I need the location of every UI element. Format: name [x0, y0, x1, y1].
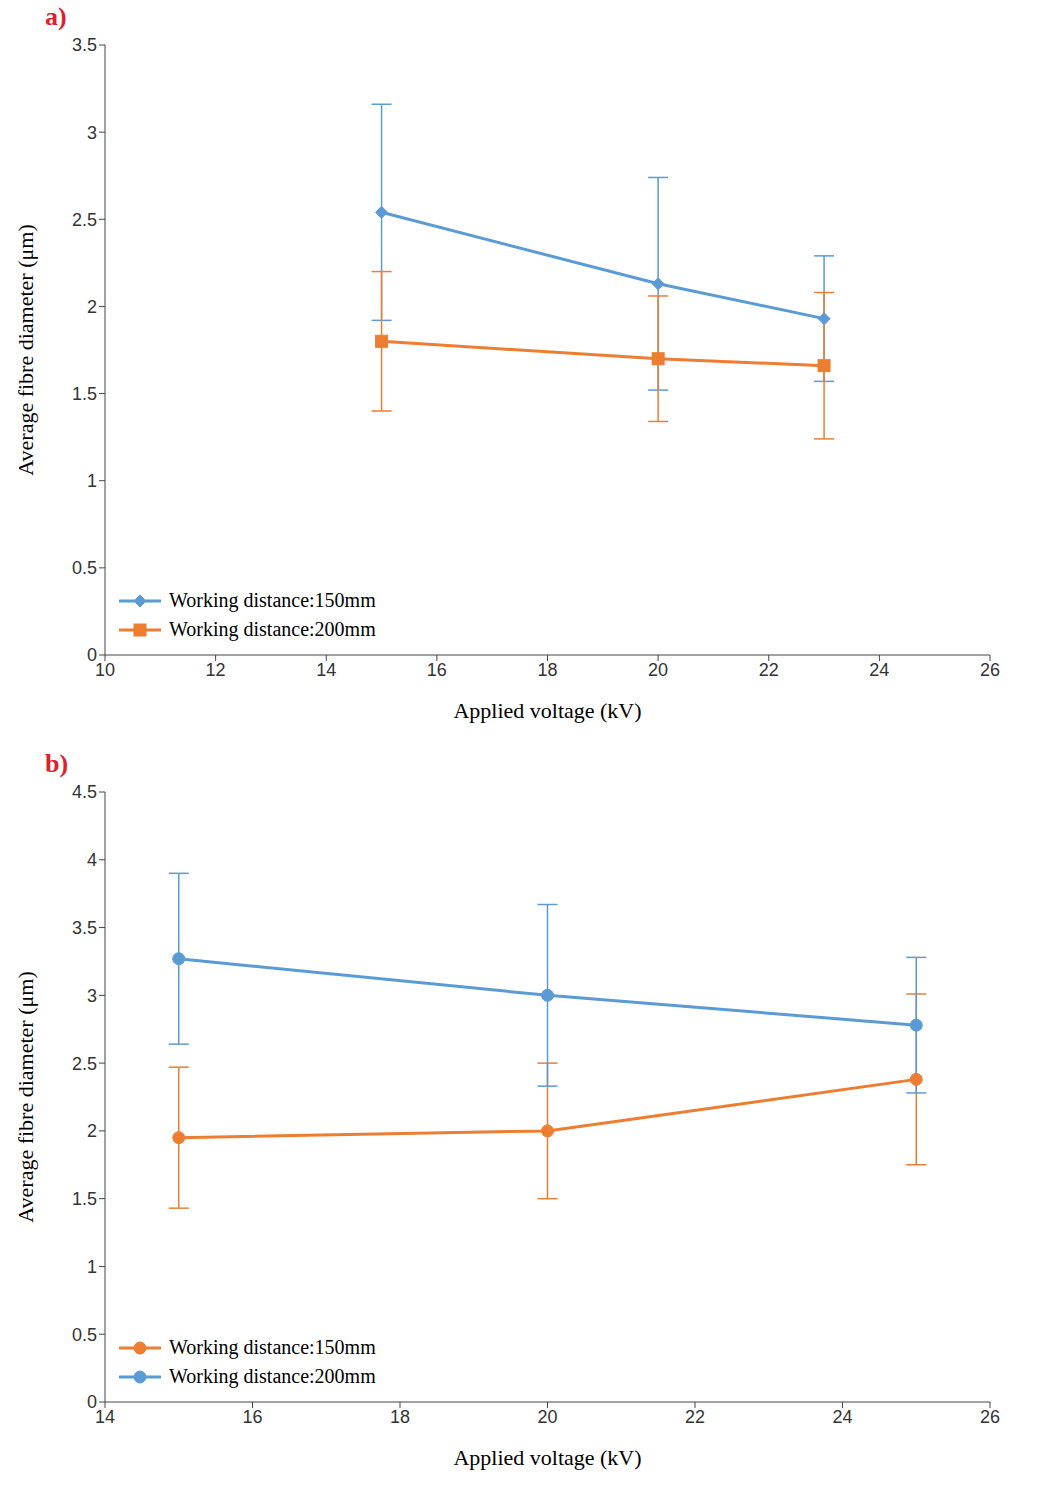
svg-text:14: 14 — [316, 660, 336, 680]
svg-text:20: 20 — [537, 1407, 557, 1427]
svg-text:24: 24 — [869, 660, 889, 680]
svg-text:4: 4 — [87, 850, 97, 870]
svg-text:16: 16 — [427, 660, 447, 680]
svg-text:14: 14 — [95, 1407, 115, 1427]
svg-text:20: 20 — [648, 660, 668, 680]
svg-text:Average fibre diameter (μm): Average fibre diameter (μm) — [13, 224, 38, 475]
html-text:Working distance:200mm: Working distance:200mm — [169, 618, 376, 640]
svg-text:2: 2 — [87, 1121, 97, 1141]
svg-text:2: 2 — [87, 297, 97, 317]
svg-text:3.5: 3.5 — [72, 918, 97, 938]
svg-text:26: 26 — [980, 660, 1000, 680]
svg-text:Average fibre diameter (μm): Average fibre diameter (μm) — [13, 971, 38, 1222]
svg-text:0: 0 — [87, 1392, 97, 1412]
svg-text:0.5: 0.5 — [72, 558, 97, 578]
html-text:Working distance:200mm: Working distance:200mm — [169, 1365, 376, 1387]
svg-text:2.5: 2.5 — [72, 210, 97, 230]
svg-text:1.5: 1.5 — [72, 1189, 97, 1209]
svg-text:Applied voltage (kV): Applied voltage (kV) — [453, 1445, 641, 1470]
svg-text:Applied voltage (kV): Applied voltage (kV) — [453, 698, 641, 723]
svg-text:16: 16 — [242, 1407, 262, 1427]
svg-text:3.5: 3.5 — [72, 35, 97, 55]
svg-text:22: 22 — [759, 660, 779, 680]
svg-text:10: 10 — [95, 660, 115, 680]
svg-text:12: 12 — [206, 660, 226, 680]
svg-text:0.5: 0.5 — [72, 1325, 97, 1345]
svg-text:4.5: 4.5 — [72, 782, 97, 802]
html-text:Working distance:150mm: Working distance:150mm — [169, 1336, 376, 1358]
svg-text:3: 3 — [87, 986, 97, 1006]
svg-text:1.5: 1.5 — [72, 384, 97, 404]
svg-text:1: 1 — [87, 471, 97, 491]
svg-text:18: 18 — [537, 660, 557, 680]
svg-text:18: 18 — [390, 1407, 410, 1427]
svg-text:0: 0 — [87, 645, 97, 665]
svg-text:22: 22 — [685, 1407, 705, 1427]
html-text:Working distance:150mm: Working distance:150mm — [169, 589, 376, 611]
svg-text:3: 3 — [87, 123, 97, 143]
svg-text:24: 24 — [832, 1407, 852, 1427]
html-text:a): a) — [45, 2, 67, 31]
svg-text:1: 1 — [87, 1257, 97, 1277]
svg-text:26: 26 — [980, 1407, 1000, 1427]
svg-text:2.5: 2.5 — [72, 1054, 97, 1074]
html-text:b): b) — [45, 749, 69, 778]
